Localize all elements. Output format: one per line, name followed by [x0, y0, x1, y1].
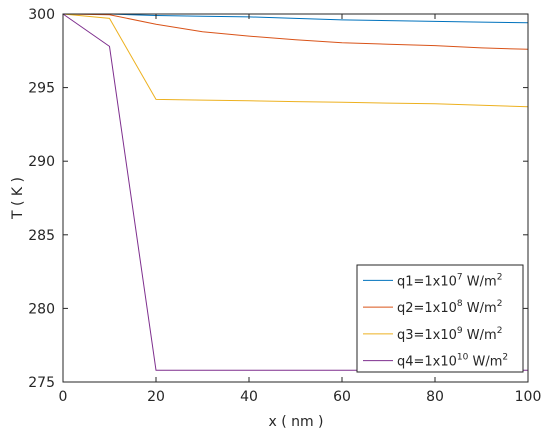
- legend-label-q2: q2=1x108 W/m2: [397, 299, 502, 316]
- legend-superscript: 2: [497, 272, 503, 282]
- legend-text: W/m: [463, 274, 497, 289]
- series-line-q2: [62, 13, 529, 50]
- legend-text: W/m: [463, 328, 497, 343]
- series-line-q1: [63, 13, 529, 24]
- legend-text: q4=1x10: [397, 355, 457, 370]
- y-tick-label: 280: [28, 301, 55, 317]
- x-tick-label: 40: [240, 389, 258, 405]
- series-line-q3: [62, 13, 529, 108]
- axes-layer: 0 20 40 60 80 100 275 280 285 290 295 300: [28, 7, 541, 405]
- x-tick-label: 0: [59, 389, 68, 405]
- legend-text: q1=1x10: [397, 274, 457, 289]
- x-axis-label: x ( nm ): [268, 414, 323, 430]
- legend-superscript: 10: [457, 353, 469, 363]
- y-tick-label: 290: [28, 154, 55, 170]
- x-tick-label: 100: [515, 389, 542, 405]
- x-tick-label: 20: [147, 389, 165, 405]
- legend-text: q3=1x10: [397, 328, 457, 343]
- legend-text: q2=1x10: [397, 301, 457, 316]
- legend-box: [356, 264, 524, 373]
- legend-text: W/m: [468, 355, 502, 370]
- axes-box: [62, 13, 529, 383]
- legend-label-q1: q1=1x107 W/m2: [397, 272, 502, 289]
- y-tick-label: 300: [28, 7, 55, 23]
- legend-superscript: 2: [497, 299, 503, 309]
- y-tick-label: 285: [28, 228, 55, 244]
- legend-label-q4: q4=1x1010 W/m2: [397, 353, 508, 370]
- x-tick-label: 80: [426, 389, 444, 405]
- legend-superscript: 9: [457, 326, 463, 336]
- legend-superscript: 8: [457, 299, 463, 309]
- legend-superscript: 7: [457, 272, 463, 282]
- legend-superscript: 2: [497, 326, 503, 336]
- y-tick-label: 275: [28, 375, 55, 391]
- legend-text: W/m: [463, 301, 497, 316]
- x-tick-label: 60: [333, 389, 351, 405]
- legend-label-q3: q3=1x109 W/m2: [397, 326, 502, 343]
- legend-superscript: 2: [502, 353, 508, 363]
- y-axis-label: T ( K ): [10, 177, 26, 220]
- y-tick-label: 295: [28, 81, 55, 97]
